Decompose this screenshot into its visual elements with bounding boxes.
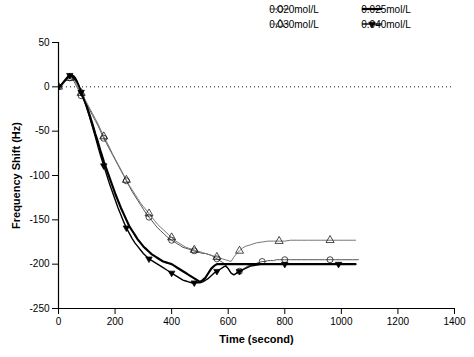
svg-text:800: 800 xyxy=(276,316,293,327)
svg-text:0: 0 xyxy=(56,316,62,327)
svg-text:1400: 1400 xyxy=(443,316,466,327)
svg-text:200: 200 xyxy=(107,316,124,327)
svg-text:Time (second): Time (second) xyxy=(219,333,294,345)
svg-text:1000: 1000 xyxy=(330,316,353,327)
svg-text:-50: -50 xyxy=(35,125,50,136)
svg-text:600: 600 xyxy=(220,316,237,327)
svg-text:0.020mol/L: 0.020mol/L xyxy=(269,4,319,15)
svg-text:0.030mol/L: 0.030mol/L xyxy=(269,19,319,30)
svg-text:0.040mol/L: 0.040mol/L xyxy=(361,19,411,30)
svg-text:-100: -100 xyxy=(29,170,49,181)
svg-text:Frequency Shift (Hz): Frequency Shift (Hz) xyxy=(10,122,22,229)
svg-text:1200: 1200 xyxy=(387,316,410,327)
svg-text:-150: -150 xyxy=(29,214,49,225)
svg-text:-250: -250 xyxy=(29,303,49,314)
svg-text:0: 0 xyxy=(44,81,50,92)
svg-text:400: 400 xyxy=(163,316,180,327)
svg-text:50: 50 xyxy=(38,37,50,48)
svg-text:0.025mol/L: 0.025mol/L xyxy=(361,4,411,15)
svg-text:-200: -200 xyxy=(29,258,49,269)
